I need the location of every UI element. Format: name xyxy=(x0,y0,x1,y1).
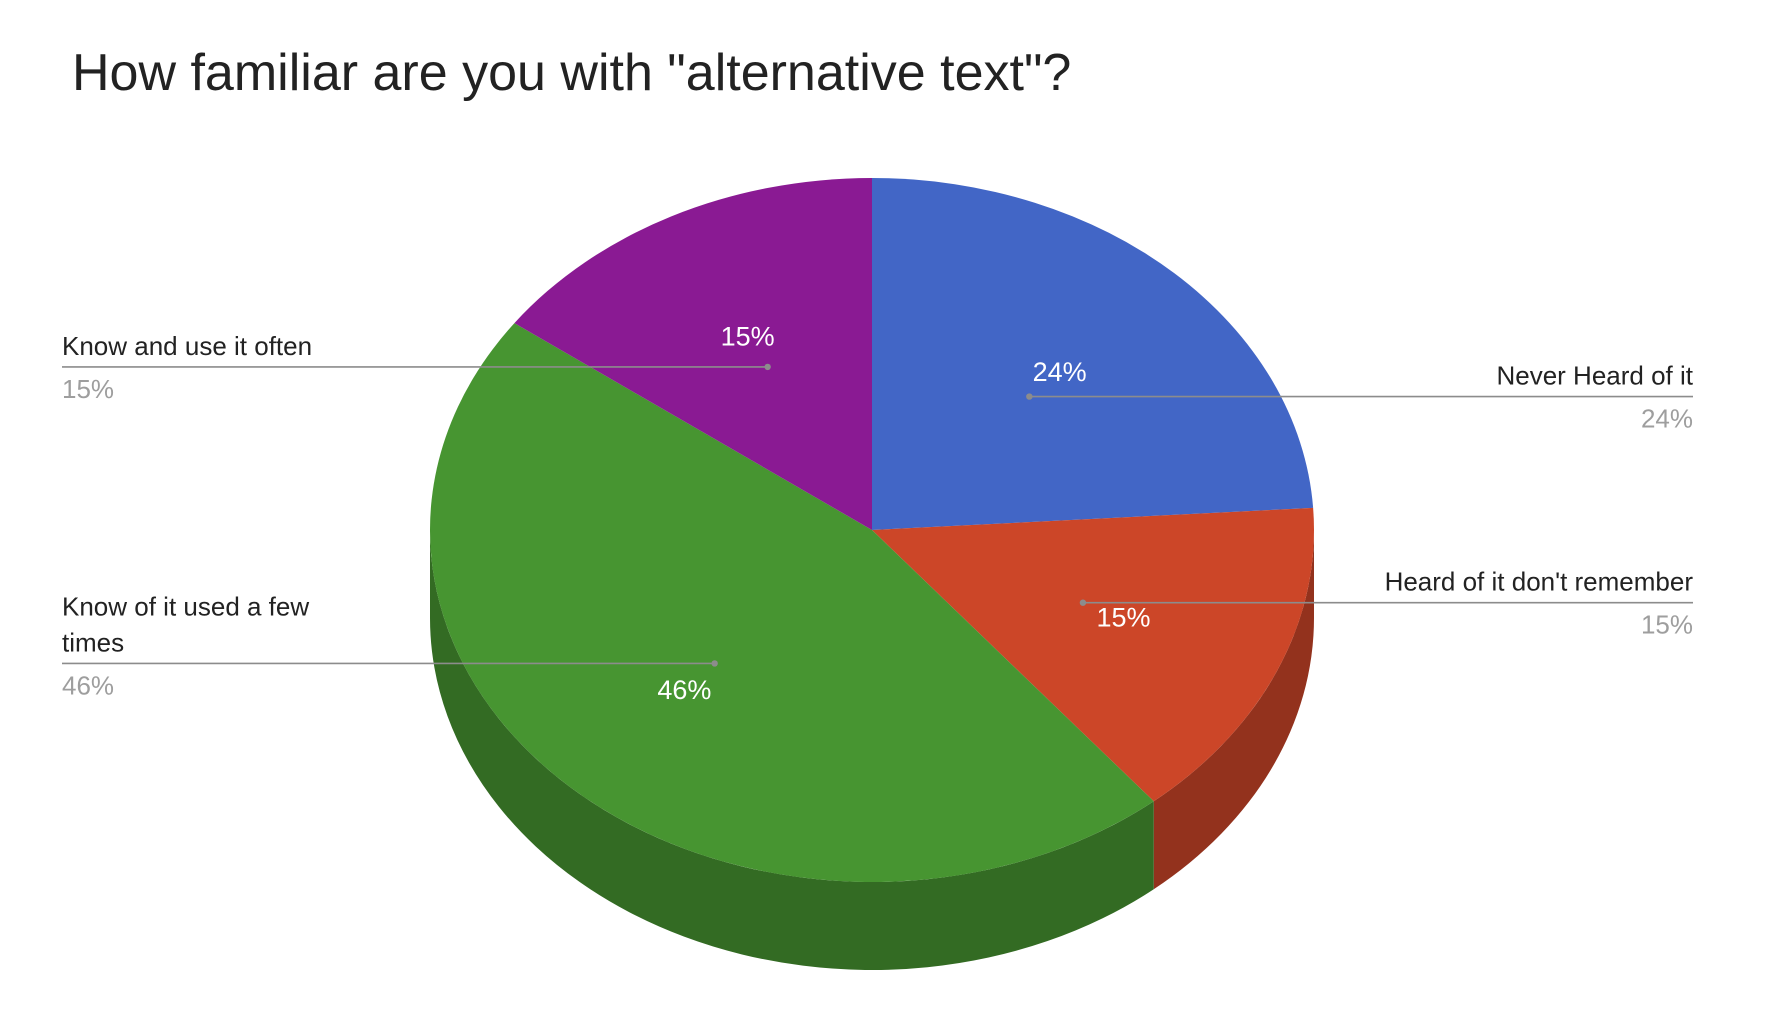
slice-side-know-of-it-used-a-few-times xyxy=(430,530,1154,971)
leader-dot xyxy=(711,660,718,667)
slice-value-labels: 24% 15% 46% 15% xyxy=(657,322,1150,706)
callout-label: Know of it used a few xyxy=(62,591,309,621)
callout-percent: 15% xyxy=(62,374,114,404)
callout-percent: 46% xyxy=(62,670,114,700)
value-label-know-and-use-it-often: 15% xyxy=(721,322,775,352)
value-label-never-heard-of-it: 24% xyxy=(1033,357,1087,387)
slice-know-and-use-it-often xyxy=(514,178,872,530)
slice-callouts: Never Heard of it 24% Heard of it don't re… xyxy=(62,331,1694,700)
slice-know-of-it-used-a-few-times xyxy=(429,323,1154,883)
callout-know-of-it-used-a-few-times: Know of it used a few times 46% xyxy=(62,591,718,700)
leader-dot xyxy=(764,363,771,371)
callout-never-heard-of-it: Never Heard of it 24% xyxy=(1026,361,1694,434)
callout-percent: 15% xyxy=(1641,610,1693,640)
pie-side-walls xyxy=(430,530,1314,971)
slice-heard-of-it-don-t-remember xyxy=(872,507,1314,802)
value-label-know-of-it-used-a-few-times: 46% xyxy=(657,675,711,705)
callout-label: Heard of it don't remember xyxy=(1385,567,1694,597)
callout-know-and-use-it-often: Know and use it often 15% xyxy=(62,331,771,404)
leader-dot xyxy=(1079,599,1087,606)
slice-side-heard-of-it-don-t-remember xyxy=(1153,530,1314,890)
leader-dot xyxy=(1026,393,1033,400)
callout-label: times xyxy=(62,627,124,657)
callout-label: Know and use it often xyxy=(62,331,312,361)
pie-slices xyxy=(429,178,1314,883)
callout-label: Never Heard of it xyxy=(1496,361,1693,391)
callout-heard-of-it-don-t-remember: Heard of it don't remember 15% xyxy=(1079,567,1694,640)
callout-percent: 24% xyxy=(1641,404,1693,434)
chart-title: How familiar are you with "alternative t… xyxy=(72,44,1071,102)
slice-never-heard-of-it xyxy=(872,178,1314,530)
value-label-heard-of-it-don-t-remember: 15% xyxy=(1096,603,1150,633)
